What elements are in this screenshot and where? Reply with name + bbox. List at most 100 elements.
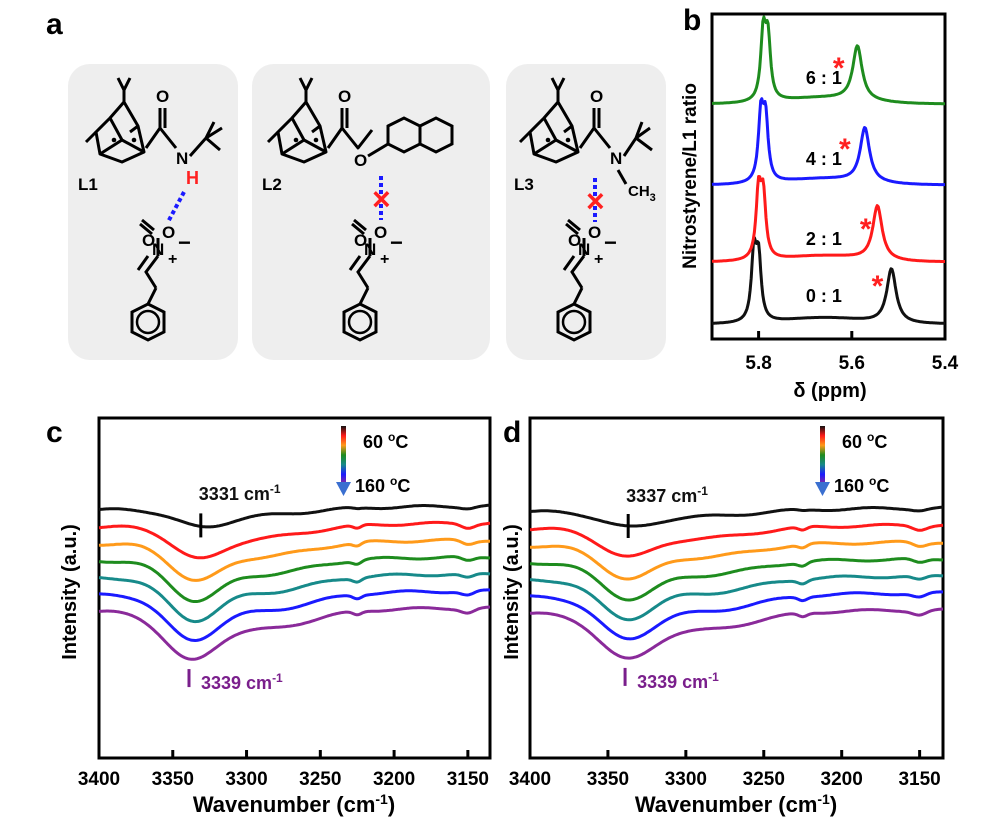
- panel-b-x-tick-label: 5.6: [839, 353, 865, 374]
- ir-x-tick-label: 3150: [447, 769, 489, 790]
- panel-b-series-label: 4 : 1: [806, 149, 842, 169]
- ir-x-tick-label: 3250: [743, 769, 785, 790]
- panel-b-star-marker: *: [833, 52, 845, 85]
- svg-text:N: N: [152, 240, 164, 259]
- svg-text:N: N: [578, 240, 590, 259]
- svg-text:O: O: [354, 231, 367, 250]
- panel-b-y-axis-label: Nitrostyrene/L1 ratio: [680, 83, 701, 269]
- methyl-label: CH3: [628, 183, 656, 204]
- panel-b-star-marker: *: [872, 270, 884, 303]
- ir-x-tick-label: 3350: [587, 769, 629, 790]
- panel-b-x-tick-label: 5.8: [745, 353, 771, 374]
- svg-text:N: N: [176, 149, 188, 168]
- panel-b-series-line: [711, 97, 946, 187]
- h-atom: H: [186, 168, 199, 188]
- svg-text:N: N: [610, 149, 622, 168]
- legend-bottom-temperature: 160 oC: [834, 474, 889, 496]
- ir-series-line: [98, 520, 491, 560]
- panel-d-x-axis-label: Wavenumber (cm-1): [635, 791, 837, 817]
- panel-b-nmr-chart: 5.8 5.6 5.4 0 : 1 *2 : 1 *4 : 1*6 : 1* δ (pp…: [680, 12, 959, 402]
- ir-x-tick-label: 3400: [509, 769, 551, 790]
- ir-series-line: [98, 572, 491, 624]
- ir-x-tick-label: 3200: [821, 769, 863, 790]
- ir-x-tick-label: 3400: [78, 769, 120, 790]
- ir-series-line: [529, 522, 944, 558]
- peak-annotation-bottom: 3339 cm-1: [201, 671, 283, 693]
- ir-series-line: [98, 605, 491, 661]
- ligand-label-l1: L1: [78, 175, 98, 194]
- ir-series-line: [529, 505, 944, 528]
- ir-x-tick-label: 3250: [299, 769, 341, 790]
- svg-text:O: O: [354, 151, 367, 170]
- panel-c-y-axis-label: Intensity (a.u.): [59, 524, 81, 660]
- panel-letter-d: d: [503, 416, 521, 449]
- panel-letter-a: a: [46, 8, 63, 41]
- ir-x-tick-label: 3300: [665, 769, 707, 790]
- svg-text:O: O: [590, 87, 603, 106]
- ir-x-tick-label: 3150: [898, 769, 940, 790]
- panel-b-x-axis-label: δ (ppm): [793, 380, 866, 402]
- ir-x-tick-label: 3350: [152, 769, 194, 790]
- svg-text:−: −: [178, 230, 191, 255]
- panel-b-star-marker: *: [860, 213, 872, 246]
- svg-text:−: −: [390, 230, 403, 255]
- ir-series-line: [98, 503, 491, 529]
- peak-annotation-top: 3337 cm-1: [626, 484, 708, 506]
- panel-b-series-line: [711, 236, 946, 325]
- ir-series-line: [529, 607, 944, 660]
- ir-x-tick-label: 3300: [225, 769, 267, 790]
- ligand-box-l1: [68, 64, 238, 360]
- panel-b-axes-frame: [710, 12, 947, 341]
- svg-text:O: O: [338, 87, 351, 106]
- panel-a-structures: O N H L1 O O N + − O O L2 × O O N + −: [68, 64, 666, 360]
- svg-text:N: N: [364, 240, 376, 259]
- ligand-label-l2: L2: [262, 175, 282, 194]
- panel-letter-b: b: [683, 4, 701, 37]
- panel-d-ir-chart: 3400 3350 3300 3250 3200 3150 3337 cm-1 3339 c…: [501, 416, 945, 817]
- blocked-interaction-cross-icon: ×: [586, 183, 605, 219]
- ir-series-line: [530, 539, 943, 581]
- panel-c-ir-chart: 3400 3350 3300 3250 3200 3150 3331 cm-1 3339 c…: [59, 416, 492, 817]
- panel-c-x-axis-label: Wavenumber (cm-1): [193, 791, 395, 817]
- svg-text:O: O: [142, 231, 155, 250]
- panel-b-series-line: [711, 15, 946, 106]
- svg-text:+: +: [594, 251, 603, 268]
- panel-d-axes-frame: [528, 416, 945, 760]
- panel-b-series-label: 0 : 1: [806, 286, 842, 306]
- ir-series-line: [530, 590, 944, 641]
- gradient-arrow-head-icon: [815, 482, 830, 496]
- panel-b-x-tick-label: 5.4: [932, 353, 959, 374]
- panel-d-y-axis-label: Intensity (a.u.): [501, 524, 523, 660]
- peak-annotation-bottom: 3339 cm-1: [637, 670, 719, 692]
- legend-top-temperature: 60 oC: [363, 430, 408, 452]
- legend-bottom-temperature: 160 oC: [355, 474, 410, 496]
- gradient-arrow-head-icon: [336, 482, 351, 496]
- ir-series-line: [529, 574, 944, 622]
- ligand-box-l3: [506, 64, 666, 360]
- ir-series-line: [98, 555, 491, 603]
- svg-text:O: O: [162, 223, 175, 242]
- svg-text:−: −: [604, 230, 617, 255]
- svg-text:+: +: [168, 251, 177, 268]
- ligand-box-l2: [252, 64, 490, 360]
- hydrogen-bond-icon: [166, 191, 186, 223]
- temperature-gradient-arrow: [820, 426, 825, 484]
- panel-letter-c: c: [46, 416, 63, 449]
- temperature-gradient-arrow: [341, 426, 346, 484]
- panel-b-star-marker: *: [839, 133, 851, 166]
- ir-series-line: [99, 588, 491, 642]
- panel-b-series-label: 6 : 1: [806, 68, 842, 88]
- svg-text:O: O: [156, 87, 169, 106]
- svg-text:O: O: [588, 223, 601, 242]
- panel-b-series-line: [711, 175, 946, 263]
- svg-text:O: O: [374, 223, 387, 242]
- blocked-interaction-cross-icon: ×: [372, 181, 391, 217]
- panel-b-series-label: 2 : 1: [806, 229, 842, 249]
- ir-series-line: [529, 557, 944, 602]
- ir-x-tick-label: 3200: [373, 769, 415, 790]
- ligand-label-l3: L3: [514, 175, 534, 194]
- legend-top-temperature: 60 oC: [842, 430, 887, 452]
- peak-annotation-top: 3331 cm-1: [199, 482, 281, 504]
- svg-text:O: O: [568, 231, 581, 250]
